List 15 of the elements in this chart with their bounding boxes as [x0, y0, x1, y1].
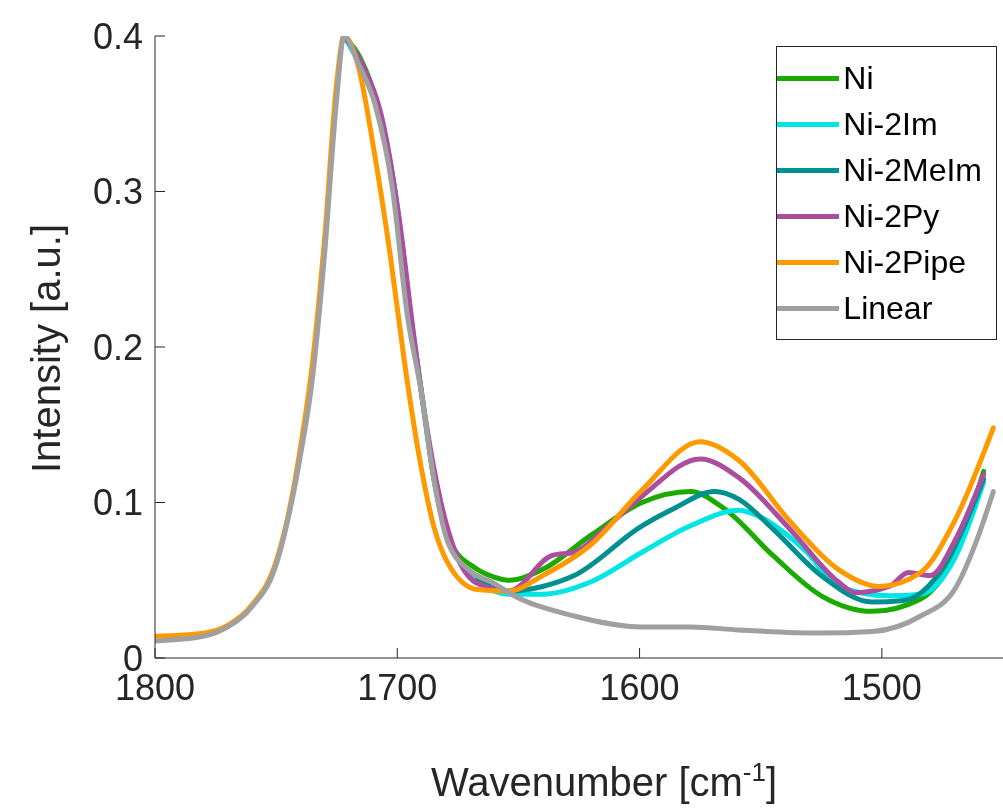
legend-label: Ni-2MeIm: [843, 151, 982, 190]
y-tick-label: 0.4: [92, 15, 143, 57]
y-tick-label: 0.3: [92, 171, 143, 213]
y-tick-label: 0.1: [92, 482, 143, 524]
x-tick-label: 1600: [599, 666, 680, 708]
legend-label: Linear: [843, 289, 933, 328]
y-axis-title: Intensity [a.u.]: [24, 223, 68, 474]
x-axis-title: Wavenumber [cm$^{-1}$]: [430, 757, 778, 804]
legend-label: Ni-2Py: [843, 197, 940, 236]
y-tick-label: 0.2: [92, 326, 143, 368]
legend-label: Ni: [843, 59, 874, 98]
legend-label: Ni-2Im: [843, 105, 938, 144]
legend-label: Ni-2Pipe: [843, 243, 967, 282]
x-tick-label: 1700: [357, 666, 438, 708]
x-tick-label: 1500: [841, 666, 922, 708]
